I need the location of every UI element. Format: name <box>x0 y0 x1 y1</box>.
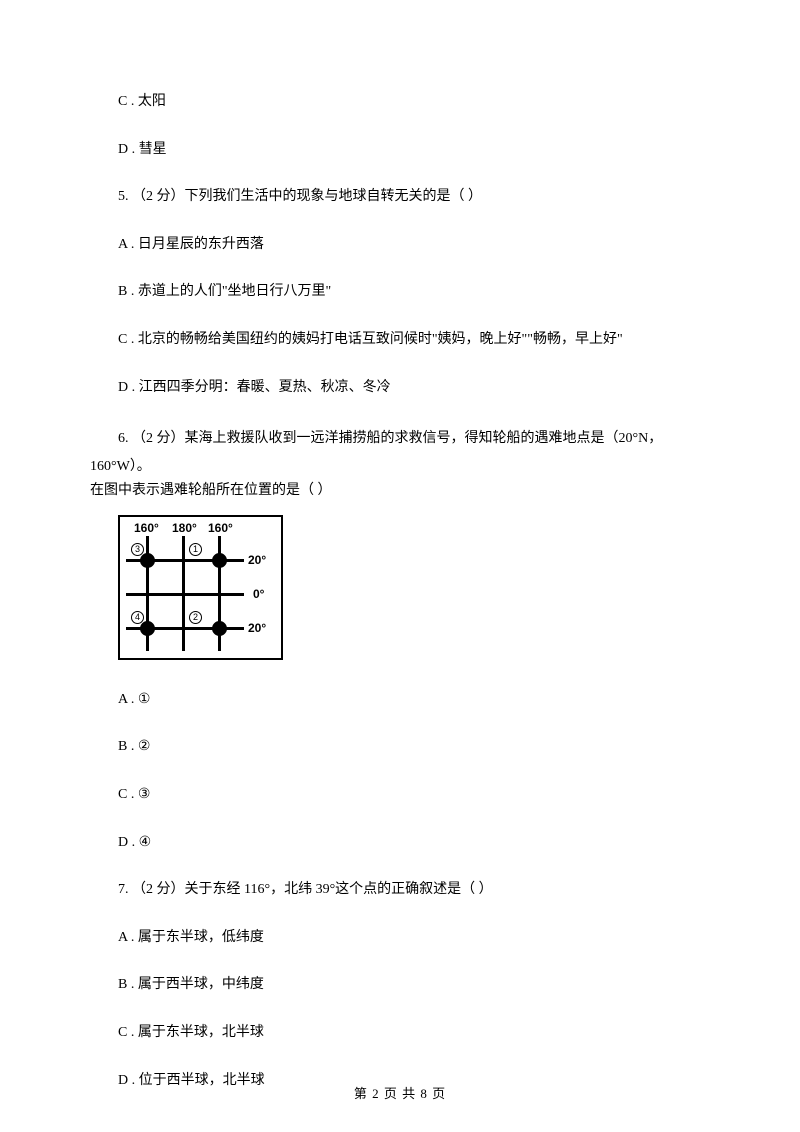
circle-2: 2 <box>189 611 202 624</box>
q6-stem-line2: 在图中表示遇难轮船所在位置的是（ ） <box>90 481 710 501</box>
option-c-pre: C . 太阳 <box>90 92 710 112</box>
q6-option-c: C . ③ <box>90 785 710 805</box>
lat-label-2: 0° <box>253 587 264 601</box>
grid-v-2 <box>182 536 185 651</box>
dot-4 <box>140 621 155 636</box>
q5-option-a: A . 日月星辰的东升西落 <box>90 235 710 255</box>
lat-label-1: 20° <box>248 553 266 567</box>
lon-label-3: 160° <box>208 521 233 535</box>
dot-1 <box>212 553 227 568</box>
q6-option-b: B . ② <box>90 737 710 757</box>
page-footer: 第 2 页 共 8 页 <box>0 1083 800 1102</box>
q5-stem: 5. （2 分）下列我们生活中的现象与地球自转无关的是（ ） <box>90 187 710 207</box>
q5-option-b: B . 赤道上的人们"坐地日行八万里" <box>90 282 710 302</box>
q7-stem: 7. （2 分）关于东经 116°，北纬 39°这个点的正确叙述是（ ） <box>90 880 710 900</box>
q6-diagram: 160° 180° 160° 20° 0° 20° 3 1 4 2 <box>118 515 710 660</box>
grid-h-2 <box>126 593 244 596</box>
dot-2 <box>212 621 227 636</box>
q6-stem-line1: 6. （2 分）某海上救援队收到一远洋捕捞船的求救信号，得知轮船的遇难地点是（2… <box>90 425 710 481</box>
lon-label-2: 180° <box>172 521 197 535</box>
q7-option-c: C . 属于东半球，北半球 <box>90 1023 710 1043</box>
lat-label-3: 20° <box>248 621 266 635</box>
q7-option-a: A . 属于东半球，低纬度 <box>90 928 710 948</box>
q7-option-b: B . 属于西半球，中纬度 <box>90 975 710 995</box>
dot-3 <box>140 553 155 568</box>
q6-option-d: D . ④ <box>90 833 710 853</box>
circle-1: 1 <box>189 543 202 556</box>
q5-option-d: D . 江西四季分明：春暖、夏热、秋凉、冬冷 <box>90 378 710 398</box>
q6-option-a: A . ① <box>90 690 710 710</box>
q5-option-c: C . 北京的畅畅给美国纽约的姨妈打电话互致问候时"姨妈，晚上好""畅畅，早上好… <box>90 330 710 350</box>
option-d-pre: D . 彗星 <box>90 140 710 160</box>
lon-label-1: 160° <box>134 521 159 535</box>
